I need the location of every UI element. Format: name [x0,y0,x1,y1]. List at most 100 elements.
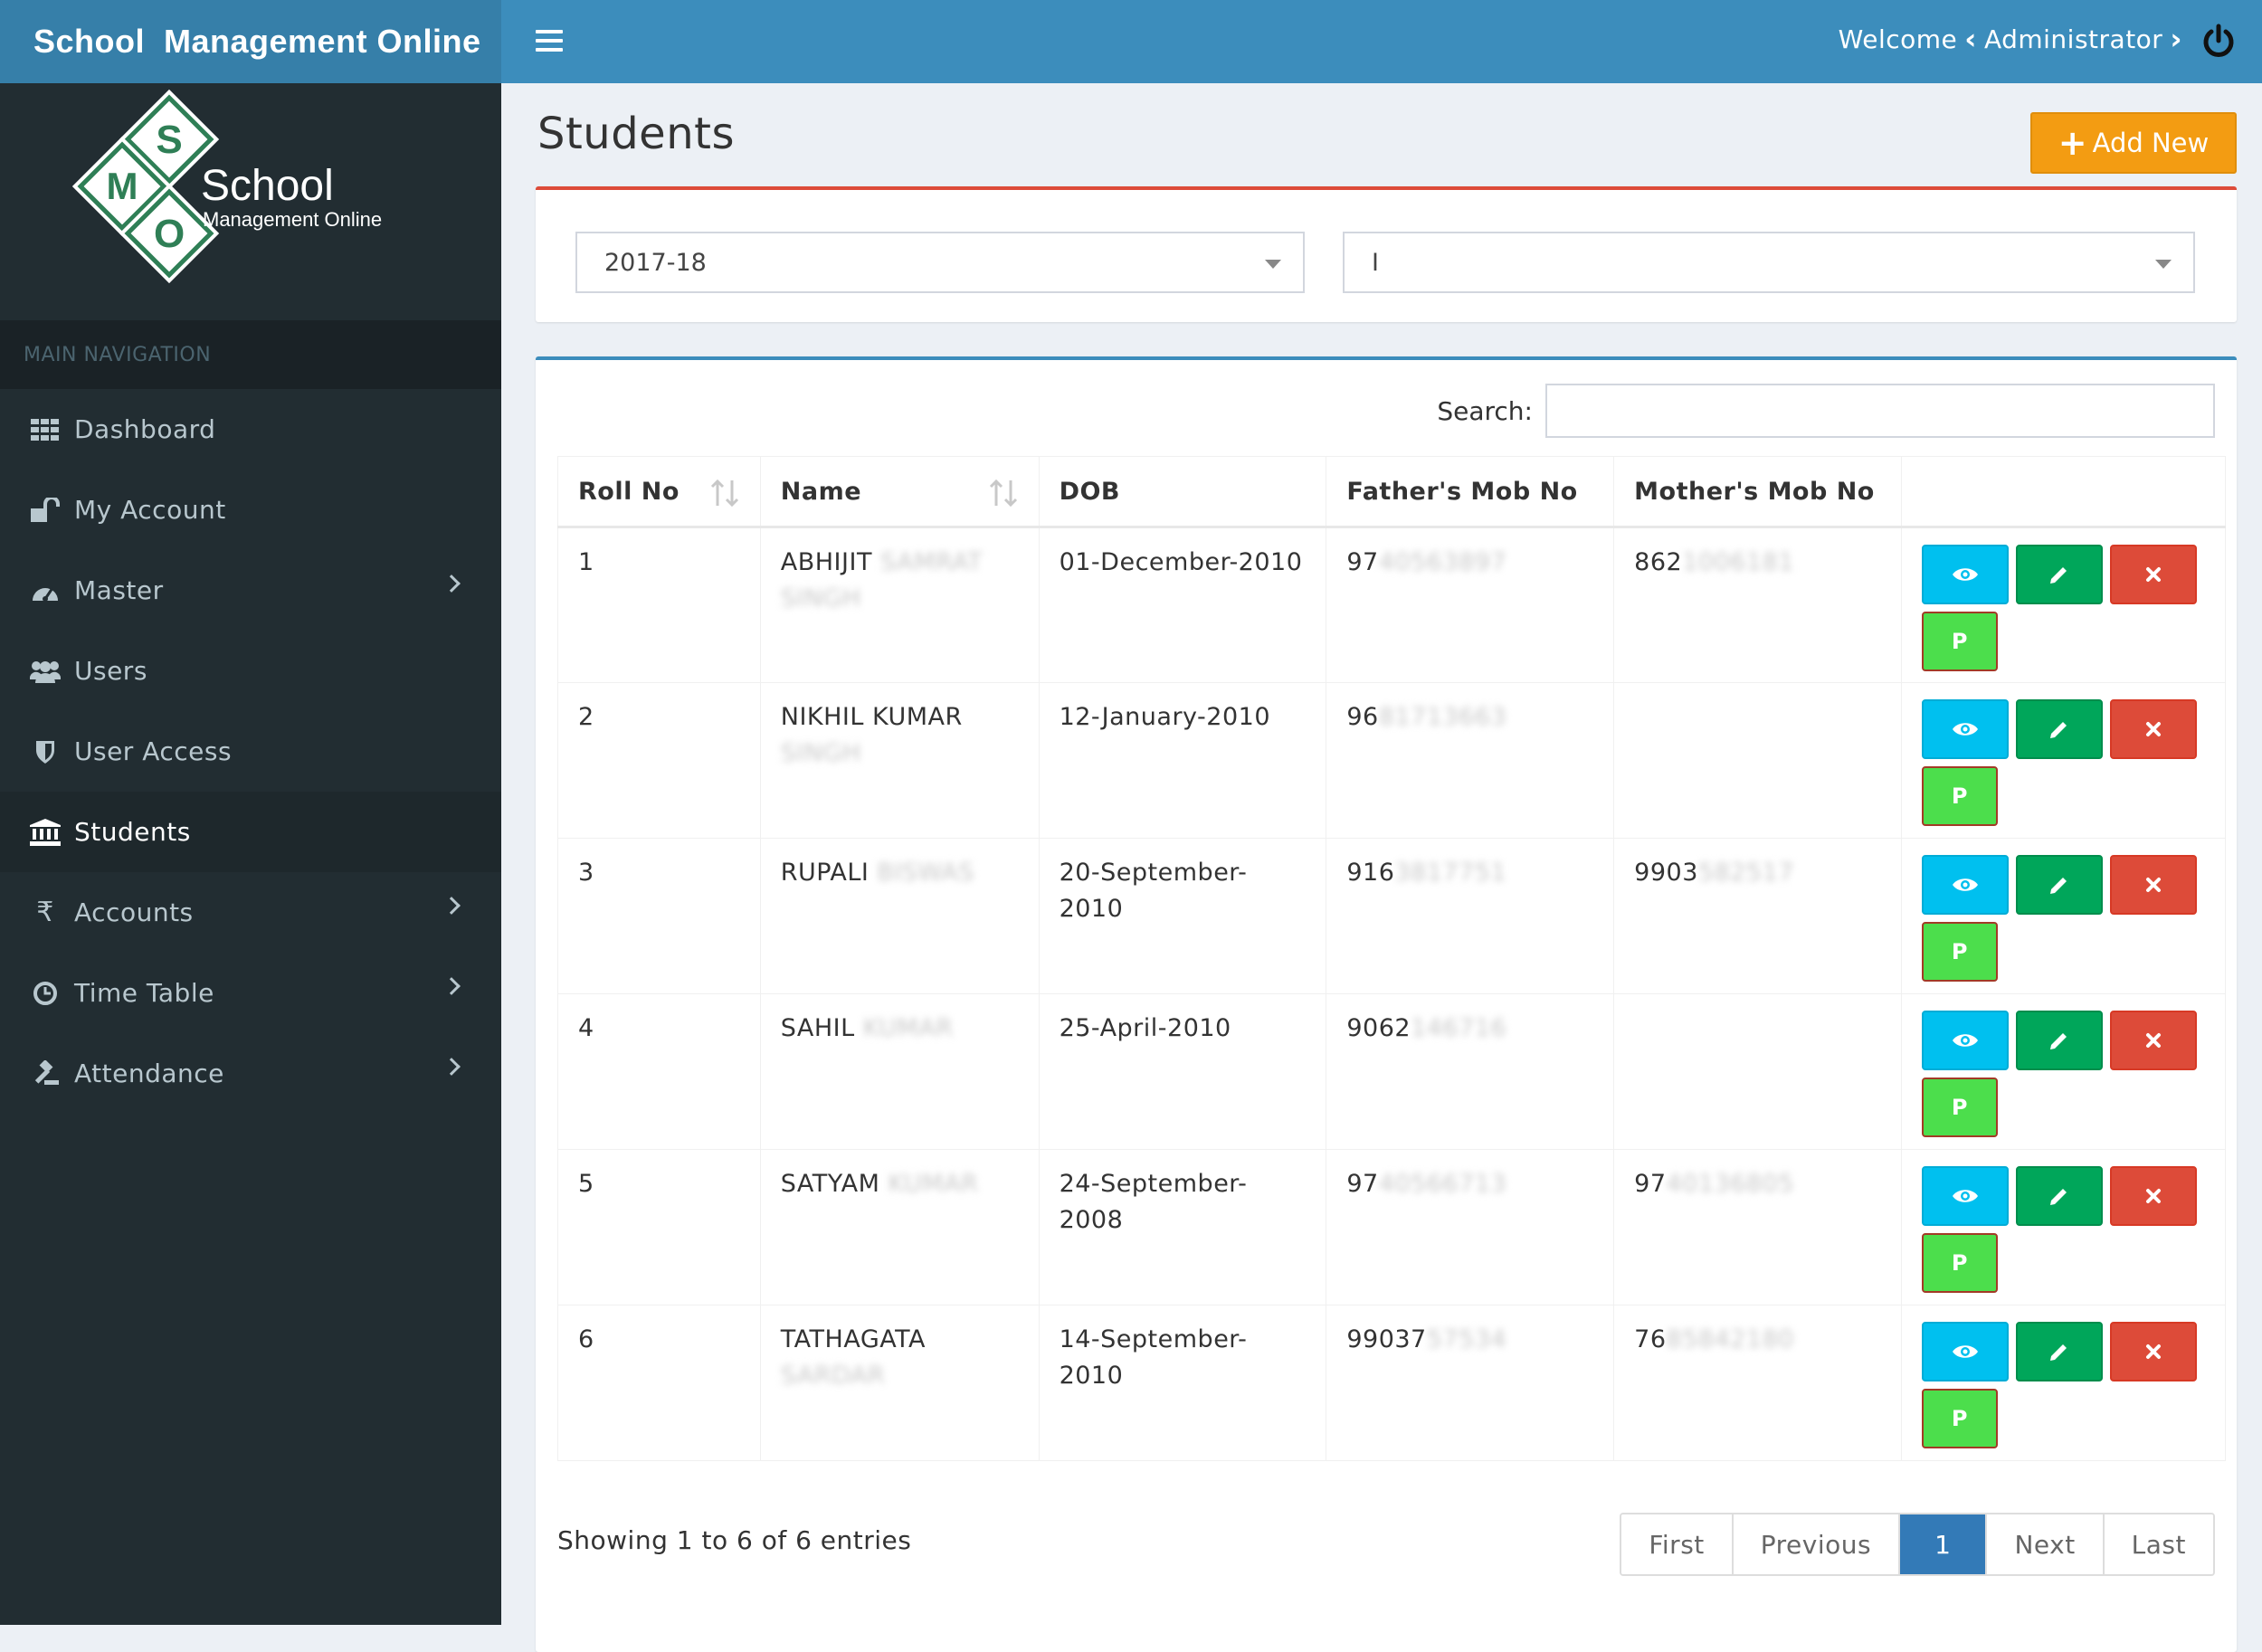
table-row: 6 TATHAGATA SARDAR 14-September-2010 990… [557,1305,2227,1461]
gavel-icon [29,1059,62,1087]
cell-actions: P [1900,993,2227,1150]
cell-roll: 6 [557,1305,761,1461]
p-button[interactable]: P [1921,1078,1998,1137]
sort-icon[interactable] [709,479,740,508]
sidebar-item-users[interactable]: Users [0,631,501,711]
delete-button[interactable] [2109,1322,2197,1381]
shield-icon [29,738,62,765]
session-value: 2017-18 [604,248,707,277]
view-button[interactable] [1921,1322,2009,1381]
view-button[interactable] [1921,1166,2009,1226]
sidebar-item-label: User Access [74,736,233,766]
sidebar-item-label: Dashboard [74,414,216,444]
student-name: RUPALI [780,859,870,887]
p-button[interactable]: P [1921,1233,1998,1293]
phone-visible: 96 [1346,703,1379,731]
p-button[interactable]: P [1921,766,1998,826]
entries-info: Showing 1 to 6 of 6 entries [557,1525,912,1555]
sidebar-item-students[interactable]: Students [0,792,501,872]
app-logo-text[interactable]: School Management Online [0,0,501,83]
cell-father-mob: 9681713663 [1326,682,1615,839]
cell-roll: 2 [557,682,761,839]
cell-roll: 4 [557,993,761,1150]
phone-visible: 916 [1346,859,1395,887]
hamburger-menu-icon[interactable] [534,25,565,56]
view-button[interactable] [1921,699,2009,759]
cell-roll: 5 [557,1149,761,1305]
eye-icon [1952,568,1978,581]
main-content: Students + Add New 2017-18 I Search: Rol… [501,83,2262,1652]
student-name: ABHIJIT [780,548,872,576]
logo-letter-o: O [154,212,185,256]
column-header-father-mob[interactable]: Father's Mob No [1326,456,1615,528]
edit-button[interactable] [2015,1011,2103,1070]
cell-mother-mob: 9903582517 [1613,838,1902,994]
redacted-text: 81713663 [1378,703,1507,731]
column-header-label: Roll No [578,477,680,506]
view-button[interactable] [1921,1011,2009,1070]
sidebar-item-user-access[interactable]: User Access [0,711,501,792]
cell-actions: P [1900,527,2227,683]
edit-button[interactable] [2015,1322,2103,1381]
sidebar-item-label: Time Table [74,978,214,1008]
power-icon[interactable] [2200,24,2237,60]
add-new-button[interactable]: + Add New [2030,112,2237,174]
column-header-roll-no[interactable]: Roll No [557,456,761,528]
p-button[interactable]: P [1921,612,1998,671]
delete-button[interactable] [2109,855,2197,915]
delete-button[interactable] [2109,1166,2197,1226]
pagination-next[interactable]: Next [1987,1514,2105,1574]
session-select[interactable]: 2017-18 [575,232,1305,293]
delete-button[interactable] [2109,699,2197,759]
chevron-right-icon [442,897,461,915]
delete-button[interactable] [2109,545,2197,604]
user-menu[interactable]: Welcome ‹ Administrator › [1839,0,2190,78]
grid-icon [29,416,62,443]
pagination-page-1[interactable]: 1 [1900,1514,1988,1574]
delete-button[interactable] [2109,1011,2197,1070]
sidebar-item-attendance[interactable]: Attendance [0,1033,501,1114]
close-icon [2145,567,2161,582]
clock-icon [29,980,62,1007]
phone-visible: 97 [1634,1170,1667,1198]
redacted-text: KUMAR [862,1014,954,1042]
p-button[interactable]: P [1921,922,1998,982]
search-label: Search: [1437,395,1533,426]
view-button[interactable] [1921,545,2009,604]
student-name: TATHAGATA [780,1325,926,1353]
chevron-left-icon: ‹ [1964,22,1977,56]
page-title: Students [537,109,735,159]
cell-name: SATYAM KUMAR [759,1149,1040,1305]
close-icon [2145,878,2161,892]
brand-subtitle: Management Online [203,208,383,231]
sidebar-item-time-table[interactable]: Time Table [0,953,501,1033]
cell-actions: P [1900,1149,2227,1305]
edit-button[interactable] [2015,545,2103,604]
pagination-first[interactable]: First [1621,1514,1734,1574]
chevron-right-icon [442,574,461,593]
column-header-mother-mob[interactable]: Mother's Mob No [1613,456,1902,528]
view-button[interactable] [1921,855,2009,915]
column-header-name[interactable]: Name [759,456,1040,528]
edit-button[interactable] [2015,699,2103,759]
class-select[interactable]: I [1343,232,2195,293]
cell-name: SAHIL KUMAR [759,993,1040,1150]
cell-father-mob: 9903757534 [1326,1305,1615,1461]
sidebar-item-dashboard[interactable]: Dashboard [0,389,501,470]
sort-icon[interactable] [988,479,1019,508]
search-input[interactable] [1545,384,2215,438]
sidebar-item-accounts[interactable]: ₹ Accounts [0,872,501,953]
sidebar-item-my-account[interactable]: My Account [0,470,501,550]
cell-name: TATHAGATA SARDAR [759,1305,1040,1461]
edit-button[interactable] [2015,855,2103,915]
sidebar-item-master[interactable]: Master [0,550,501,631]
phone-visible: 76 [1634,1325,1667,1353]
brand-word: School [201,162,334,210]
p-button[interactable]: P [1921,1389,1998,1448]
column-header-dob[interactable]: DOB [1038,456,1327,528]
pagination: First Previous 1 Next Last [1620,1513,2215,1576]
pagination-previous[interactable]: Previous [1733,1514,1901,1574]
pagination-last[interactable]: Last [2104,1514,2213,1574]
redacted-text: 40136805 [1666,1170,1794,1198]
edit-button[interactable] [2015,1166,2103,1226]
